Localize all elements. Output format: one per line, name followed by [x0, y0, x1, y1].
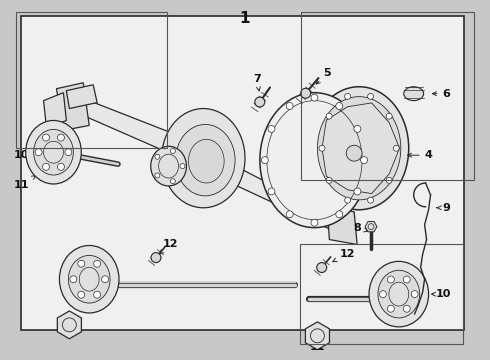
- Text: 7: 7: [253, 74, 261, 91]
- Circle shape: [151, 253, 161, 262]
- Circle shape: [94, 260, 100, 267]
- Bar: [22, 16, 464, 330]
- Text: 1: 1: [240, 11, 250, 26]
- Polygon shape: [56, 83, 89, 130]
- Ellipse shape: [25, 121, 81, 184]
- Circle shape: [344, 197, 351, 203]
- Circle shape: [43, 134, 49, 141]
- Circle shape: [403, 276, 410, 283]
- Circle shape: [155, 173, 160, 178]
- Circle shape: [368, 93, 373, 99]
- Polygon shape: [305, 322, 329, 350]
- Circle shape: [319, 145, 325, 151]
- Circle shape: [346, 145, 362, 161]
- Bar: [17, 12, 167, 148]
- Circle shape: [354, 188, 361, 195]
- Ellipse shape: [389, 282, 409, 306]
- Circle shape: [336, 103, 343, 109]
- Circle shape: [268, 188, 275, 195]
- Ellipse shape: [175, 125, 235, 196]
- Text: 12: 12: [159, 239, 178, 254]
- Text: 12: 12: [333, 249, 355, 262]
- Circle shape: [286, 211, 293, 218]
- Circle shape: [311, 219, 318, 226]
- Polygon shape: [327, 208, 357, 244]
- Text: 3: 3: [266, 163, 289, 173]
- Text: 6: 6: [433, 89, 450, 99]
- Text: 9: 9: [437, 203, 450, 213]
- Circle shape: [65, 149, 72, 156]
- Ellipse shape: [79, 267, 99, 291]
- Circle shape: [268, 125, 275, 132]
- Polygon shape: [57, 311, 81, 339]
- Ellipse shape: [162, 109, 245, 208]
- Circle shape: [171, 179, 175, 184]
- Ellipse shape: [318, 96, 401, 200]
- Circle shape: [286, 103, 293, 109]
- Circle shape: [101, 276, 109, 283]
- Circle shape: [180, 164, 185, 168]
- Circle shape: [155, 154, 160, 159]
- Circle shape: [388, 276, 394, 283]
- Ellipse shape: [189, 139, 224, 183]
- Polygon shape: [322, 103, 400, 194]
- Ellipse shape: [34, 129, 74, 175]
- Circle shape: [35, 149, 42, 156]
- Text: 11: 11: [310, 338, 325, 352]
- Polygon shape: [66, 85, 97, 109]
- Circle shape: [43, 163, 49, 170]
- Circle shape: [70, 276, 77, 283]
- Ellipse shape: [310, 87, 409, 210]
- Polygon shape: [220, 158, 337, 233]
- Ellipse shape: [378, 270, 419, 318]
- Circle shape: [354, 125, 361, 132]
- Circle shape: [336, 211, 343, 218]
- Text: 10: 10: [14, 150, 36, 160]
- Ellipse shape: [69, 255, 110, 303]
- Polygon shape: [76, 96, 185, 160]
- Text: 5: 5: [316, 68, 331, 84]
- Text: 11: 11: [14, 176, 36, 190]
- Polygon shape: [44, 93, 66, 129]
- Circle shape: [361, 157, 368, 164]
- Circle shape: [57, 163, 64, 170]
- Circle shape: [326, 113, 332, 119]
- Circle shape: [301, 88, 311, 98]
- Ellipse shape: [404, 87, 424, 100]
- Circle shape: [411, 291, 418, 298]
- Ellipse shape: [44, 141, 63, 163]
- Circle shape: [388, 305, 394, 312]
- Circle shape: [368, 197, 373, 203]
- Circle shape: [78, 291, 85, 298]
- Text: 4: 4: [408, 150, 433, 160]
- Circle shape: [386, 177, 392, 183]
- Circle shape: [386, 113, 392, 119]
- Circle shape: [326, 177, 332, 183]
- Circle shape: [379, 291, 387, 298]
- Ellipse shape: [151, 146, 187, 186]
- Circle shape: [317, 262, 327, 273]
- Text: 2: 2: [211, 117, 224, 147]
- Circle shape: [94, 291, 100, 298]
- Circle shape: [255, 97, 265, 107]
- Circle shape: [393, 145, 399, 151]
- Ellipse shape: [59, 246, 119, 313]
- Ellipse shape: [260, 93, 369, 228]
- Circle shape: [311, 94, 318, 101]
- Text: 10: 10: [432, 289, 451, 299]
- Circle shape: [57, 134, 64, 141]
- Circle shape: [171, 149, 175, 153]
- Text: 8: 8: [353, 222, 368, 233]
- Ellipse shape: [369, 261, 429, 327]
- Circle shape: [261, 157, 269, 164]
- Bar: [301, 12, 473, 180]
- Circle shape: [403, 305, 410, 312]
- Bar: [299, 244, 464, 344]
- Circle shape: [78, 260, 85, 267]
- Circle shape: [344, 93, 351, 99]
- Polygon shape: [365, 221, 377, 232]
